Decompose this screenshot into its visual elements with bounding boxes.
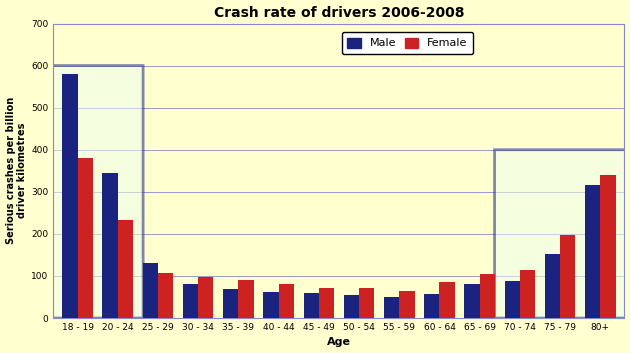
Bar (143, 263, 158, 318)
Bar (278, 283, 294, 318)
Bar (319, 288, 334, 318)
Bar (560, 235, 575, 318)
Bar (103, 173, 118, 318)
Bar (158, 273, 173, 318)
Bar (359, 288, 374, 318)
FancyBboxPatch shape (52, 66, 143, 318)
Bar (384, 297, 399, 318)
Bar (223, 288, 238, 318)
Bar (62, 74, 77, 318)
Bar (464, 283, 479, 318)
Bar (545, 254, 560, 318)
Y-axis label: Serious crashes per billion
driver kilometres: Serious crashes per billion driver kilom… (6, 97, 27, 244)
Bar (263, 292, 278, 318)
Bar (118, 220, 133, 318)
Bar (505, 281, 520, 318)
Bar (424, 294, 440, 318)
X-axis label: Age: Age (327, 337, 351, 347)
Bar (344, 295, 359, 318)
Bar (600, 175, 616, 318)
Bar (238, 280, 254, 318)
Bar (304, 293, 319, 318)
Bar (399, 291, 415, 318)
Bar (520, 270, 535, 318)
FancyBboxPatch shape (495, 150, 626, 318)
Bar (198, 277, 214, 318)
Bar (183, 285, 198, 318)
Bar (585, 185, 600, 318)
Title: Crash rate of drivers 2006-2008: Crash rate of drivers 2006-2008 (214, 6, 464, 19)
Bar (77, 158, 93, 318)
Legend: Male, Female: Male, Female (342, 32, 473, 54)
Bar (440, 282, 455, 318)
Bar (479, 274, 495, 318)
